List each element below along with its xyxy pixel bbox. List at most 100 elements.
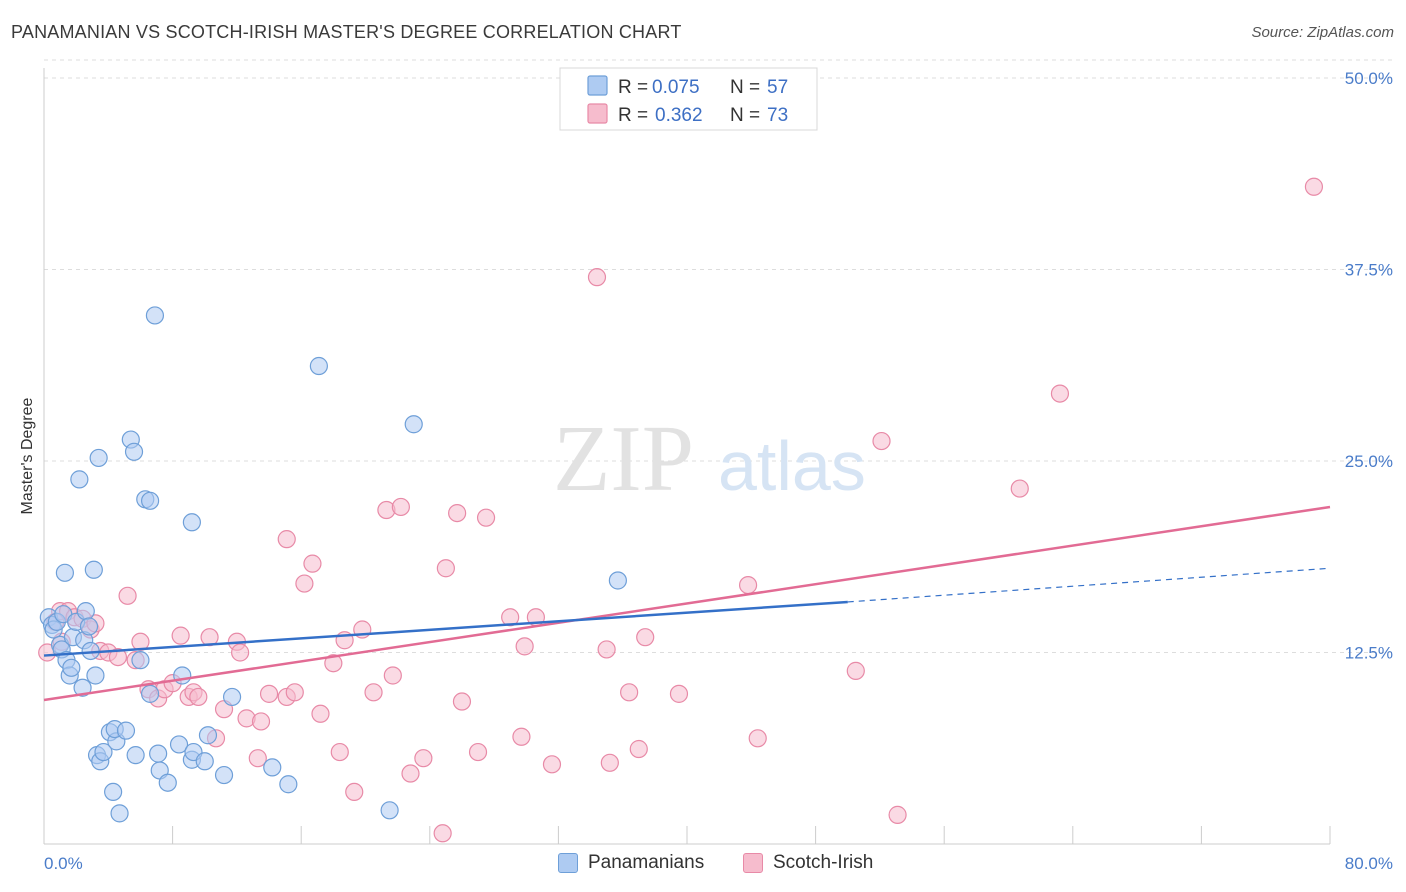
scotch-irish-point-48 — [414, 749, 433, 768]
scotch-irish-point-66 — [669, 684, 689, 703]
scotch-irish-point-53 — [468, 742, 488, 762]
panamanian-point-43 — [173, 666, 192, 685]
y-tick-label-3: 50.0% — [1345, 69, 1393, 88]
scotch-irish-point-54 — [476, 508, 496, 527]
scotch-irish-point-29 — [251, 712, 271, 731]
panamanian-point-56 — [608, 571, 627, 590]
panamanian-point-33 — [126, 746, 145, 765]
chart-title: PANAMANIAN VS SCOTCH-IRISH MASTER'S DEGR… — [11, 22, 682, 42]
scotch-irish-point-52 — [452, 692, 472, 711]
legend-n-value-blue: 57 — [767, 77, 788, 98]
scotch-irish-point-46 — [391, 497, 410, 517]
panamanian-point-39 — [149, 744, 168, 763]
scotch-irish-trendline — [43, 505, 1331, 702]
scotch-irish-point-47 — [401, 764, 420, 783]
scotch-irish-point-64 — [629, 739, 648, 759]
panamanian-point-32 — [124, 442, 144, 461]
legend-r-label-pink: R = — [618, 105, 648, 126]
scotch-irish-point-31 — [259, 684, 279, 703]
panamanian-point-21 — [89, 448, 108, 468]
scotch-irish-point-65 — [636, 628, 655, 647]
y-tick-label-0: 12.5% — [1345, 644, 1393, 663]
legend-n-label-blue: N = — [730, 77, 760, 98]
scotch-irish-point-60 — [587, 268, 607, 287]
scotch-irish-point-37 — [311, 704, 330, 723]
scotch-irish-point-19 — [171, 626, 190, 645]
scotch-irish-point-69 — [846, 661, 865, 680]
panamanian-points — [39, 306, 627, 823]
x-tick-label-max: 80.0% — [1345, 854, 1393, 873]
panamanian-point-24 — [94, 742, 113, 762]
panamanian-point-53 — [309, 356, 328, 376]
trendlines — [43, 505, 1331, 702]
scotch-irish-point-36 — [303, 554, 322, 573]
panamanian-point-34 — [131, 651, 150, 670]
scotch-irish-point-55 — [501, 608, 520, 627]
scotch-irish-point-43 — [364, 683, 383, 702]
scotch-irish-point-35 — [295, 574, 314, 593]
x-ticks — [43, 826, 1331, 844]
bottom-legend-scotch-irish: Scotch-Irish — [743, 852, 873, 874]
panamanian-point-47 — [198, 726, 218, 745]
scotch-irish-point-72 — [1010, 479, 1029, 498]
panamanian-point-10 — [62, 658, 81, 677]
source-label: Source: ZipAtlas.com — [1251, 24, 1394, 41]
panamanian-point-55 — [380, 801, 399, 820]
scotch-irish-point-34 — [277, 530, 296, 549]
legend-n-value-pink: 73 — [767, 105, 788, 126]
panamanian-trendline — [43, 600, 848, 657]
scotch-irish-point-59 — [542, 755, 562, 774]
scotch-irish-point-70 — [872, 431, 891, 451]
y-tick-label-2: 37.5% — [1345, 261, 1393, 280]
scotch-irish-point-73 — [1050, 384, 1070, 403]
scotch-irish-point-22 — [189, 687, 208, 707]
scotch-irish-point-39 — [330, 742, 349, 762]
scotch-irish-point-41 — [345, 782, 364, 802]
panamanian-point-36 — [140, 491, 160, 510]
gridlines — [44, 59, 1393, 653]
x-tick-labels: 0.0% 80.0% — [44, 854, 1393, 873]
scotch-irish-point-50 — [436, 559, 455, 578]
watermark: ZIP atlas — [553, 407, 866, 511]
x-tick-label-min: 0.0% — [44, 854, 83, 873]
scotch-irish-point-45 — [383, 666, 402, 685]
panamanian-point-50 — [222, 687, 242, 707]
panamanian-point-7 — [55, 563, 74, 582]
panamanian-point-42 — [169, 735, 189, 754]
panamanian-point-49 — [214, 765, 234, 785]
panamanian-point-51 — [263, 758, 282, 777]
bottom-legend-panamanians: Panamanians — [558, 852, 704, 874]
scotch-irish-point-61 — [597, 640, 616, 659]
scotch-irish-point-51 — [448, 503, 467, 523]
panamanian-point-19 — [84, 560, 103, 579]
scotch-irish-point-38 — [324, 654, 343, 673]
panamanian-point-20 — [86, 666, 105, 685]
legend-r-label-blue: R = — [618, 77, 648, 98]
panamanian-point-37 — [140, 684, 160, 703]
scotch-irish-point-27 — [231, 643, 250, 662]
scotch-irish-point-74 — [1304, 177, 1324, 196]
legend-swatch-blue — [587, 75, 608, 96]
bottom-legend-swatch-blue — [558, 853, 578, 873]
watermark-atlas: atlas — [718, 427, 866, 505]
scotch-irish-point-57 — [515, 637, 534, 656]
scotch-irish-point-12 — [118, 586, 137, 605]
legend-r-value-blue: 0.075 — [652, 77, 700, 98]
legend-n-label-pink: N = — [730, 105, 760, 126]
scotch-irish-point-56 — [512, 727, 531, 746]
scotch-irish-point-49 — [433, 824, 452, 843]
bottom-legend-swatch-pink — [743, 853, 763, 873]
panamanian-point-13 — [70, 470, 89, 489]
panamanian-point-40 — [145, 306, 165, 325]
panamanian-point-52 — [279, 775, 298, 794]
scotch-irish-point-30 — [248, 749, 267, 768]
panamanian-point-41 — [158, 773, 177, 792]
panamanian-point-30 — [116, 721, 136, 740]
legend-swatch-pink — [587, 103, 608, 124]
panamanian-point-26 — [104, 782, 123, 802]
y-tick-label-1: 25.0% — [1345, 452, 1393, 471]
legend: R = 0.075 N = 57 R = 0.362 N = 73 — [559, 67, 818, 131]
bottom-legend: Panamanians Scotch-Irish — [0, 852, 1406, 876]
scotch-irish-point-62 — [600, 753, 619, 772]
